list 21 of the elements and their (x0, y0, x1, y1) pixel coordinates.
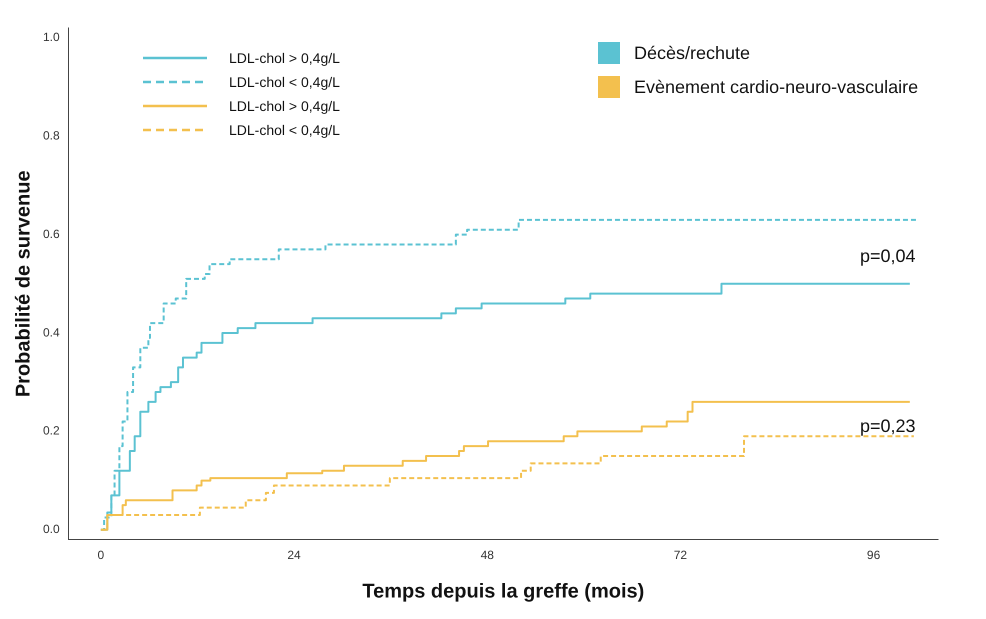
x-tick-label: 96 (866, 548, 881, 562)
x-tick-label: 0 (98, 548, 105, 562)
x-axis-title: Temps depuis la greffe (mois) (362, 580, 644, 603)
y-tick-label: 0.2 (42, 424, 60, 438)
annotation: p=0,04 (860, 246, 916, 267)
y-tick-label: 0.6 (42, 226, 60, 241)
y-axis-title: Probabilité de survenue (12, 170, 35, 398)
annotation: p=0,23 (860, 416, 916, 437)
x-tick-label: 48 (480, 548, 494, 562)
legend-label: LDL-chol < 0,4g/L (229, 122, 340, 138)
y-tick-label: 0.0 (42, 522, 60, 536)
y-tick-label: 1.0 (42, 30, 60, 44)
x-tick-label: 72 (674, 548, 688, 562)
legend-label: LDL-chol > 0,4g/L (229, 98, 340, 114)
y-tick-label: 0.4 (42, 325, 60, 340)
x-tick-label: 24 (287, 548, 302, 562)
annotation: Décès/rechute (634, 42, 750, 64)
y-tick-label: 0.8 (42, 128, 60, 143)
legend-label: LDL-chol < 0,4g/L (229, 74, 340, 90)
annotation: Evènement cardio-neuro-vasculaire (634, 76, 918, 98)
legend-label: LDL-chol > 0,4g/L (229, 50, 340, 66)
